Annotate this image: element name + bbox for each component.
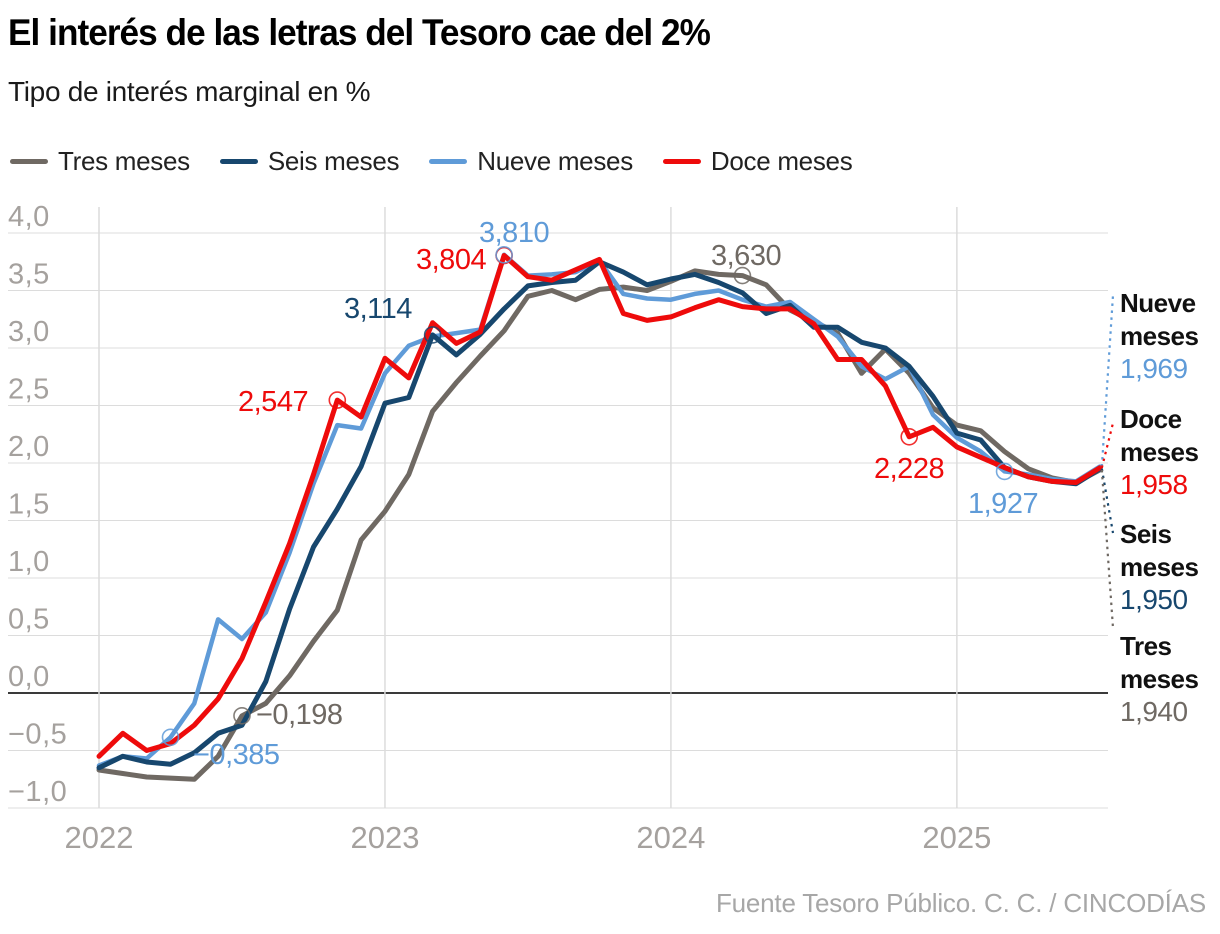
- end-label-name-tres-meses: meses: [1120, 664, 1198, 694]
- annotation-label: 2,228: [874, 453, 944, 485]
- legend-item-seis-meses: Seis meses: [219, 146, 400, 177]
- annotation-label: 3,810: [479, 217, 549, 249]
- series-line-tres-meses: [96, 268, 1103, 782]
- end-label-name-nueve-meses: meses: [1120, 321, 1198, 351]
- legend-label: Seis meses: [267, 146, 400, 176]
- legend-item-tres-meses: Tres meses: [10, 146, 190, 177]
- annotation-marker: [328, 391, 347, 409]
- y-axis-tick-label: 1,5: [8, 489, 50, 521]
- x-axis-tick-label: 2023: [350, 820, 419, 855]
- legend-item-nueve-meses: Nueve meses: [429, 146, 633, 177]
- series-line-doce-meses: [96, 253, 1103, 759]
- x-axis-tick-label: 2022: [65, 820, 134, 855]
- end-label-value-nueve-meses: 1,969: [1120, 353, 1188, 384]
- y-axis-tick-label: 0,5: [8, 604, 50, 636]
- end-label-name-seis-meses: Seis: [1120, 519, 1172, 549]
- annotation-label: −0,385: [193, 739, 280, 771]
- annotation-label: 2,547: [238, 386, 308, 418]
- legend-label: Tres meses: [58, 146, 190, 176]
- y-axis-tick-label: −0,5: [8, 719, 67, 751]
- leader-line-doce-meses: [1100, 422, 1115, 469]
- y-axis-tick-label: 2,0: [8, 431, 50, 463]
- annotation-label: 3,630: [711, 240, 781, 272]
- annotation-marker: [995, 462, 1014, 481]
- x-axis-tick-label: 2024: [636, 820, 705, 855]
- annotation-marker: [161, 728, 180, 747]
- y-axis-tick-label: −1,0: [8, 776, 67, 808]
- y-axis-tick-label: 0,0: [8, 661, 50, 693]
- series-line-seis-meses: [96, 259, 1103, 771]
- end-label-name-nueve-meses: Nueve: [1120, 288, 1196, 318]
- legend-swatch-icon: [429, 159, 468, 164]
- annotation-label: 1,927: [968, 488, 1038, 520]
- end-label-name-tres-meses: Tres: [1120, 631, 1172, 661]
- y-axis-tick-label: 1,0: [8, 546, 50, 578]
- source-credit: Fuente Tesoro Público. C. C. / CINCODÍAS: [715, 888, 1206, 918]
- legend-swatch-icon: [662, 159, 701, 164]
- end-label-value-tres-meses: 1,940: [1120, 696, 1188, 727]
- legend: Tres meses Seis meses Nueve meses Doce mese…: [10, 146, 853, 177]
- annotation-marker: [495, 246, 513, 264]
- annotation-marker: [900, 427, 919, 446]
- y-axis-tick-label: 2,5: [8, 374, 50, 406]
- page-subtitle: Tipo de interés marginal en %: [8, 76, 371, 107]
- legend-item-doce-meses: Doce meses: [662, 146, 853, 177]
- x-axis-tick-label: 2025: [922, 820, 991, 855]
- annotation-label: −0,198: [256, 699, 343, 731]
- y-axis-tick-label: 3,5: [8, 259, 50, 291]
- annotation-marker: [733, 266, 752, 285]
- page-title: El interés de las letras del Tesoro cae …: [8, 12, 711, 53]
- annotation-marker: [233, 706, 251, 725]
- annotation-label: 3,804: [416, 244, 486, 276]
- leader-line-tres-meses: [1100, 469, 1115, 629]
- annotation-marker: [423, 326, 442, 344]
- end-label-name-seis-meses: meses: [1120, 552, 1198, 582]
- end-label-value-doce-meses: 1,958: [1120, 469, 1188, 500]
- series-line-nueve-meses: [96, 252, 1103, 768]
- annotation-label: 3,114: [344, 293, 412, 325]
- legend-label: Doce meses: [710, 146, 853, 176]
- end-label-name-doce-meses: Doce: [1120, 404, 1182, 434]
- legend-swatch-icon: [219, 159, 258, 164]
- y-axis-tick-label: 3,0: [8, 316, 50, 348]
- y-axis-tick-label: 4,0: [8, 201, 50, 233]
- legend-swatch-icon: [10, 159, 48, 164]
- end-label-name-doce-meses: meses: [1120, 437, 1198, 467]
- end-label-value-seis-meses: 1,950: [1120, 584, 1188, 615]
- legend-label: Nueve meses: [477, 146, 633, 176]
- leader-line-nueve-meses: [1100, 294, 1115, 467]
